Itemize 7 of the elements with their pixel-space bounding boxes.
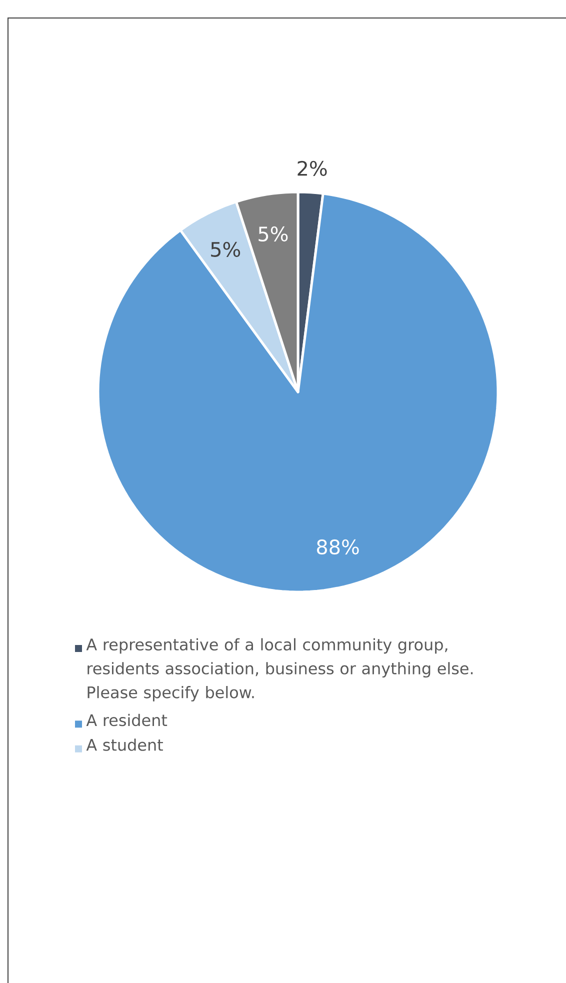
data-label: 2% [298, 160, 327, 176]
data-label: 5% [258, 226, 288, 242]
data-label: 5% [211, 242, 240, 257]
legend-label: A student [86, 738, 163, 751]
data-label: 88% [317, 539, 359, 554]
legend-label: A representative of a local community group, residents association, business or anything else. Please specify below. [86, 638, 473, 702]
legend-label: A resident [86, 714, 168, 726]
